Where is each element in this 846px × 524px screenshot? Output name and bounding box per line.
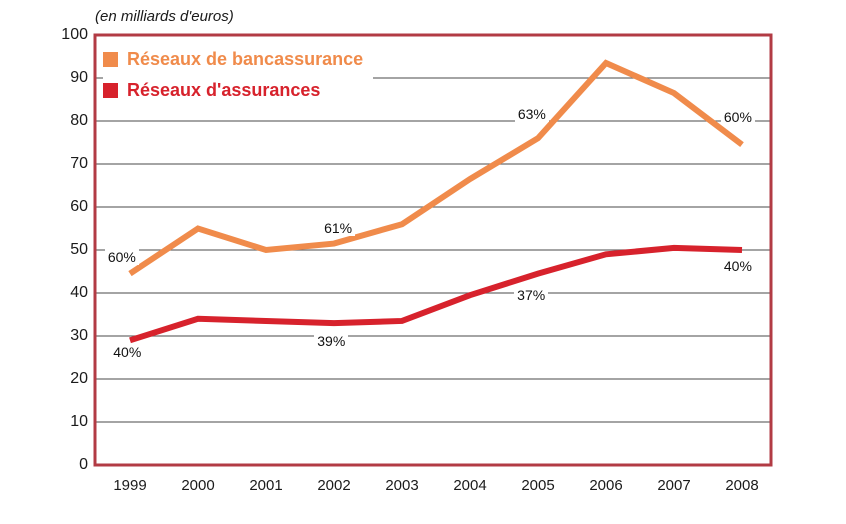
y-tick-label: 30 [70,327,88,344]
x-tick-label: 2005 [521,477,555,494]
y-tick-label: 50 [70,241,88,258]
y-tick-label: 60 [70,198,88,215]
y-tick-label: 80 [70,112,88,129]
y-axis-unit-label: (en milliards d'euros) [95,8,234,25]
percent-annotation: 40% [720,257,755,274]
x-tick-label: 2000 [181,477,215,494]
y-tick-label: 100 [61,26,88,43]
x-tick-label: 1999 [113,477,147,494]
percent-annotation: 40% [110,343,145,360]
legend-item: Réseaux d'assurances [103,77,374,104]
series-line [128,59,744,277]
x-tick-label: 2007 [657,477,691,494]
plot-frame [93,33,773,467]
percent-annotation: 63% [514,106,549,123]
y-tick-label: 90 [70,69,88,86]
legend-label: Réseaux d'assurances [127,80,321,100]
x-tick-label: 2006 [589,477,623,494]
x-tick-label: 2001 [249,477,283,494]
percent-annotation: 39% [314,333,349,350]
legend: Réseaux de bancassurance Réseaux d'assura… [103,46,374,108]
x-tick-label: 2003 [385,477,419,494]
legend-swatch-icon [103,83,118,98]
y-tick-label: 20 [70,370,88,387]
percent-annotation: 61% [321,220,356,237]
percent-annotation: 37% [514,287,549,304]
y-tick-label: 10 [70,413,88,430]
x-tick-label: 2004 [453,477,487,494]
legend-label: Réseaux de bancassurance [127,49,364,69]
legend-item: Réseaux de bancassurance [103,46,374,73]
percent-annotation: 60% [104,248,139,265]
y-tick-label: 40 [70,284,88,301]
y-tick-label: 70 [70,155,88,172]
percent-annotation: 60% [720,109,755,126]
legend-swatch-icon [103,52,118,67]
x-tick-label: 2002 [317,477,351,494]
x-tick-label: 2008 [725,477,759,494]
series-line [129,244,743,344]
y-tick-label: 0 [79,456,88,473]
